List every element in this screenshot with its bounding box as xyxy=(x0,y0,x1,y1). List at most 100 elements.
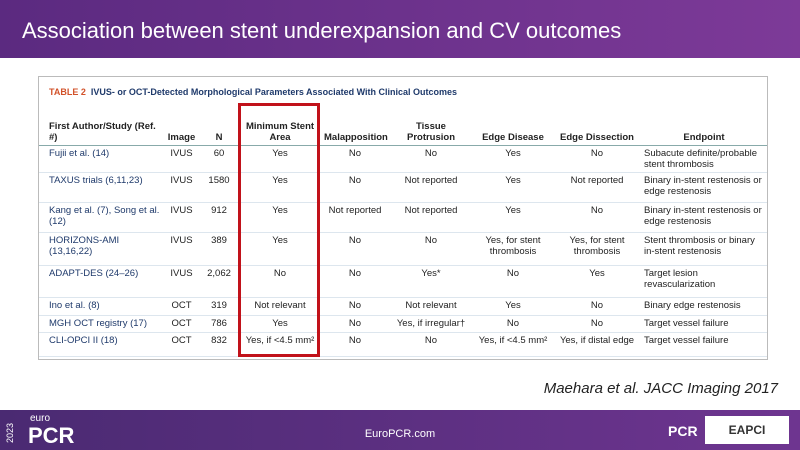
table-cell: Yes xyxy=(239,202,321,233)
table-cell: Yes xyxy=(239,315,321,333)
table-cell: 1580 xyxy=(199,172,239,203)
slide-title: Association between stent underexpansion… xyxy=(22,18,622,43)
table-row: MGH OCT registry (17) OCT 786 Yes No Yes, if … xyxy=(39,315,767,333)
table-cell: Not reported xyxy=(321,202,389,233)
table-cell: Yes xyxy=(473,297,553,316)
table-cell: Yes, if <4.5 mm² xyxy=(239,332,321,357)
table-cell: OCT xyxy=(164,297,199,316)
table-cell: HORIZONS-AMI (13,16,22) xyxy=(39,232,164,266)
table-row: TAXUS trials (6,11,23) IVUS 1580 Yes No Not r… xyxy=(39,172,767,203)
table-cell: MGH OCT registry (17) xyxy=(39,315,164,333)
table: First Author/Study (Ref. #) Image N Minimum… xyxy=(39,105,767,357)
table-cell: Target vessel failure xyxy=(641,315,767,333)
table-cell: Yes xyxy=(239,232,321,266)
header-bar: Association between stent underexpansion… xyxy=(0,0,800,58)
table-cell: No xyxy=(321,297,389,316)
column-header: Malapposition xyxy=(321,105,389,146)
column-header: Tissue Protrusion xyxy=(389,105,473,146)
logo-pcr: PCR xyxy=(668,423,698,439)
table-cell: No xyxy=(239,265,321,298)
table-cell: Subacute definite/probable stent thrombo… xyxy=(641,145,767,173)
table-cell: 2,062 xyxy=(199,265,239,298)
table-row: CLI-OPCI II (18) OCT 832 Yes, if <4.5 mm² No… xyxy=(39,332,767,357)
table-cell: Yes xyxy=(473,145,553,173)
table-cell: Not relevant xyxy=(239,297,321,316)
table-cell: Not relevant xyxy=(389,297,473,316)
table-cell: Yes, for stent thrombosis xyxy=(553,232,641,266)
table-cell: OCT xyxy=(164,315,199,333)
table-cell: No xyxy=(553,297,641,316)
table-cell: Target lesion revascularization xyxy=(641,265,767,298)
table-row: ADAPT-DES (24–26) IVUS 2,062 No No Yes* No Yes T… xyxy=(39,265,767,298)
table-cell: 912 xyxy=(199,202,239,233)
table-cell: Binary edge restenosis xyxy=(641,297,767,316)
table-cell: Yes xyxy=(473,172,553,203)
table-cell: No xyxy=(553,202,641,233)
brand-top: euro xyxy=(30,413,51,424)
table-cell: Yes* xyxy=(389,265,473,298)
highlight-box xyxy=(238,103,320,357)
table-label: TABLE 2 xyxy=(49,87,86,97)
table-cell: 786 xyxy=(199,315,239,333)
table-cell: TAXUS trials (6,11,23) xyxy=(39,172,164,203)
header-row: First Author/Study (Ref. #) Image N Minimum… xyxy=(39,105,767,146)
table-cell: Target vessel failure xyxy=(641,332,767,357)
column-header: N xyxy=(199,105,239,146)
footer-url: EuroPCR.com xyxy=(364,428,436,440)
table-figure: TABLE 2 IVUS- or OCT-Detected Morphologic… xyxy=(38,76,768,360)
table-cell: Not reported xyxy=(389,172,473,203)
column-header: Endpoint xyxy=(641,105,767,146)
table-cell: IVUS xyxy=(164,145,199,173)
table-cell: No xyxy=(321,145,389,173)
column-header: Edge Dissection xyxy=(553,105,641,146)
table-cell: Fujii et al. (14) xyxy=(39,145,164,173)
table-cell: 389 xyxy=(199,232,239,266)
table-cell: Not reported xyxy=(553,172,641,203)
table-cell: Ino et al. (8) xyxy=(39,297,164,316)
caption-text: IVUS- or OCT-Detected Morphological Para… xyxy=(90,87,458,97)
table-cell: Yes, if distal edge xyxy=(553,332,641,357)
column-header: First Author/Study (Ref. #) xyxy=(39,105,164,146)
table-body: Fujii et al. (14) IVUS 60 Yes No No Yes No Subac… xyxy=(39,145,767,357)
table-cell: Yes, for stent thrombosis xyxy=(473,232,553,266)
table-cell: Not reported xyxy=(389,202,473,233)
table-cell: IVUS xyxy=(164,202,199,233)
table-cell: No xyxy=(553,315,641,333)
table-cell: Binary in-stent restenosis or edge reste… xyxy=(641,172,767,203)
column-header: Edge Disease xyxy=(473,105,553,146)
table-cell: ADAPT-DES (24–26) xyxy=(39,265,164,298)
table-cell: No xyxy=(389,332,473,357)
table-row: Fujii et al. (14) IVUS 60 Yes No No Yes No Subac… xyxy=(39,145,767,173)
table-cell: 319 xyxy=(199,297,239,316)
table-cell: No xyxy=(321,315,389,333)
table-cell: No xyxy=(473,265,553,298)
table-cell: Yes xyxy=(239,145,321,173)
table-cell: No xyxy=(321,172,389,203)
table-cell: Yes xyxy=(473,202,553,233)
table-cell: 832 xyxy=(199,332,239,357)
table-cell: No xyxy=(321,232,389,266)
table-cell: No xyxy=(389,232,473,266)
table-cell: No xyxy=(321,332,389,357)
table-row: Ino et al. (8) OCT 319 Not relevant No Not re… xyxy=(39,297,767,316)
table-cell: No xyxy=(553,145,641,173)
table-cell: Yes, if irregular† xyxy=(389,315,473,333)
table-cell: No xyxy=(321,265,389,298)
column-header: Image xyxy=(164,105,199,146)
table-cell: IVUS xyxy=(164,172,199,203)
table-cell: CLI-OPCI II (18) xyxy=(39,332,164,357)
table-cell: Yes, if <4.5 mm² xyxy=(473,332,553,357)
table-cell: 60 xyxy=(199,145,239,173)
table-cell: Yes xyxy=(553,265,641,298)
table-cell: IVUS xyxy=(164,232,199,266)
brand: PCR xyxy=(28,423,75,448)
table-cell: Binary in-stent restenosis or edge reste… xyxy=(641,202,767,233)
citation: Maehara et al. JACC Imaging 2017 xyxy=(543,380,778,397)
logo-eapci: EAPCI xyxy=(705,416,789,444)
column-header: Minimum Stent Area xyxy=(239,105,321,146)
table-cell: Stent thrombosis or binary in-stent rest… xyxy=(641,232,767,266)
table-caption: TABLE 2 IVUS- or OCT-Detected Morphologic… xyxy=(49,87,457,97)
table-cell: IVUS xyxy=(164,265,199,298)
table-row: HORIZONS-AMI (13,16,22) IVUS 389 Yes No No Yes… xyxy=(39,232,767,266)
